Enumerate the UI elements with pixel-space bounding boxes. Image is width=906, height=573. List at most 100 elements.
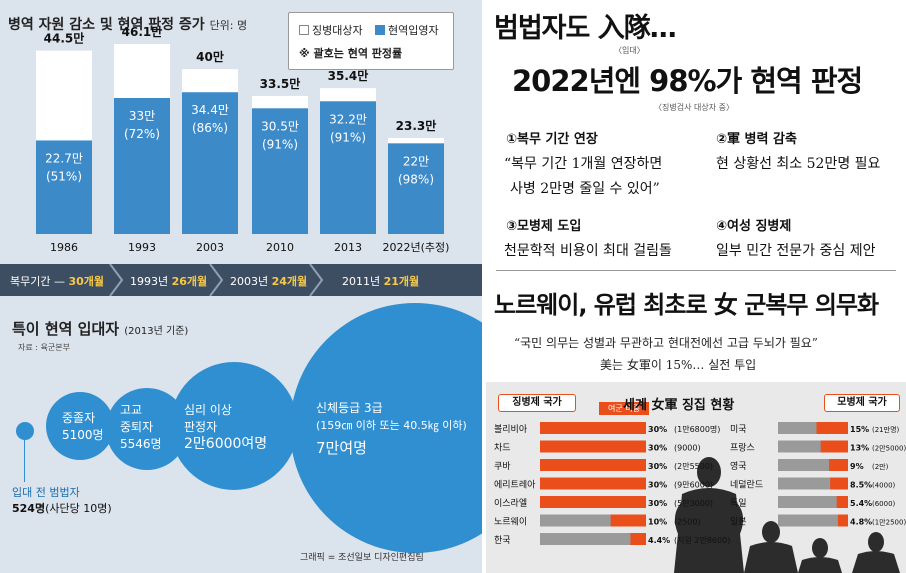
bubble-middle-school [46, 392, 114, 460]
label-total-2013: 35.4만 [328, 68, 369, 83]
category-쿠바: 쿠바 [494, 461, 511, 472]
x-tick-1993: 1993 [128, 241, 156, 254]
timeline-value: 21개월 [383, 275, 420, 288]
label-total-1993: 46.1만 [122, 24, 163, 39]
value-한국: 4.4% [648, 536, 670, 545]
category-볼리비아: 볼리비아 [494, 424, 528, 435]
bubble-offenders [16, 422, 34, 440]
timeline-item-2: 1993년 26개월 [130, 273, 207, 289]
value-프랑스: 13% [850, 444, 869, 453]
conscription-tag: 징병제 국가 [498, 394, 576, 412]
category-노르웨이: 노르웨이 [494, 516, 527, 528]
value-영국: 9% [850, 462, 864, 471]
headline-1: 범법자도 入隊… [494, 13, 677, 44]
legend-item-enlisted: 현역입영자 [375, 22, 439, 38]
chart-title-text: 병역 자원 감소 및 현역 판정 증가 [8, 17, 205, 33]
label-total-2010: 33.5만 [260, 76, 301, 91]
bubble-title-text: 특이 현역 입대자 [12, 320, 120, 338]
category-일본: 일본 [730, 517, 747, 528]
headline-3: 노르웨이, 유럽 최초로 女 군복무 의무화 [494, 291, 879, 319]
timeline-prefix: 2003년 [230, 275, 272, 288]
bubble-high-dropout-text: 고교 중퇴자 5546명 [120, 402, 162, 453]
bubble-psych [170, 362, 298, 490]
count-프랑스: (2만5000) [872, 444, 906, 453]
x-tick-2013: 2013 [334, 241, 362, 254]
category-프랑스: 프랑스 [730, 442, 755, 454]
bubble-section-title: 특이 현역 입대자 (2013년 기준) [12, 318, 188, 339]
category-영국: 영국 [730, 461, 747, 472]
category-한국: 한국 [494, 535, 511, 546]
bar-이스라엘 [540, 496, 646, 508]
bar-chart: 44.5만 22.7만 (51%) 1986 46.1만 33만 (72%) 1993 40만 3… [36, 24, 450, 254]
label-rate-2010: (91%) [262, 137, 298, 151]
legend-item-subject: 징병대상자 [299, 22, 363, 38]
bubble-value: 2만6000여명 [184, 436, 268, 452]
count-차드: (9000) [674, 444, 701, 453]
label-total-2003: 40만 [196, 49, 224, 64]
bar-일본 [837, 514, 848, 527]
bar-볼리비아 [540, 422, 646, 434]
right-panel: 범법자도 入隊… 〈입대〉 2022년엔 98%가 현역 판정 〈징병검사 대상… [486, 0, 906, 573]
timeline-prefix: 1993년 [130, 275, 172, 288]
category-독일: 독일 [730, 498, 747, 509]
label-rate-1986: (51%) [46, 169, 82, 183]
women-military-chart: 볼리비아 30% (1만6800명) 차드 30% (9000) 쿠바 30% (2만5500)… [494, 422, 906, 546]
timeline-chevrons [109, 264, 324, 296]
point-2-heading: ②軍 병력 감축 [716, 132, 797, 147]
value-노르웨이: 10% [648, 518, 667, 527]
bar-차드 [540, 440, 646, 453]
label-rate-2013: (91%) [330, 130, 366, 144]
service-timeline: 복무기간 — 30개월 1993년 26개월 2003년 24개월 2011년 … [0, 264, 482, 296]
bubble-label: 고교 [120, 403, 143, 417]
bar-한국 [630, 533, 646, 545]
bar-bg-일본 [778, 514, 848, 527]
chart-title: 병역 자원 감소 및 현역 판정 증가 단위: 명 [8, 14, 247, 34]
bubble-label: 심리 이상 [184, 403, 232, 417]
bubble-value: 7만여명 [316, 439, 367, 457]
chart-legend: 징병대상자 현역입영자 ※ 괄호는 현역 판정률 [288, 12, 454, 70]
section-divider [496, 270, 896, 271]
bar-네덜란드 [830, 477, 848, 490]
value-차드: 30% [648, 444, 667, 453]
bubble-middle-school-text: 중졸자 5100명 [62, 410, 104, 444]
bubble-physical-text: 신체등급 3급 (159㎝ 이하 또는 40.5㎏ 이하) 7만여명 [316, 400, 467, 457]
timeline-value: 26개월 [171, 275, 208, 288]
bubble-value: 5546명 [120, 437, 162, 451]
legend-note: ※ 괄호는 현역 판정률 [299, 47, 403, 60]
value-에리트레아: 30% [648, 481, 667, 490]
count-미국: (21만명) [872, 425, 900, 434]
category-에리트레아: 에리트레아 [494, 480, 536, 491]
bubble-offenders-connector [24, 440, 25, 482]
bubble-label: 중졸자 [62, 411, 96, 425]
bar-쿠바 [540, 459, 646, 471]
x-tick-2022년(추정): 2022년(추정) [383, 241, 450, 254]
count-쿠바: (2만5500) [674, 462, 713, 471]
left-panel: 병역 자원 감소 및 현역 판정 증가 단위: 명 징병대상자 현역입영자 ※ … [0, 0, 482, 573]
bar-프랑스 [820, 440, 848, 453]
value-볼리비아: 30% [648, 425, 667, 434]
label-rate-2022년(추정): (98%) [398, 172, 434, 186]
bar-enlisted-2013 [320, 101, 376, 234]
bar-독일 [836, 496, 848, 508]
label-enlisted-1986: 22.7만 [45, 151, 83, 165]
headline-2: 2022년엔 98%가 현역 판정 [512, 64, 863, 98]
legend-enlisted-label: 현역입영자 [388, 24, 439, 37]
bubble-psych-text: 심리 이상 판정자 2만6000여명 [184, 402, 267, 453]
timeline-value: 30개월 [68, 275, 105, 288]
bar-enlisted-2010 [252, 108, 308, 234]
value-독일: 5.4% [850, 499, 872, 508]
timeline-value: 24개월 [271, 275, 308, 288]
bar-노르웨이 [610, 514, 646, 527]
point-2-body: 현 상황선 최소 52만명 필요 [716, 156, 881, 172]
label-rate-2003: (86%) [192, 121, 228, 135]
bar-enlisted-2003 [182, 92, 238, 235]
label-enlisted-1993: 33만 [129, 109, 155, 123]
ratio-tag: 여군 비중 [599, 402, 649, 415]
point-4-heading: ④여성 징병제 [716, 219, 792, 234]
label-rate-1993: (72%) [124, 127, 160, 141]
count-독일: (6000) [872, 500, 896, 508]
count-네덜란드: (4000) [872, 482, 896, 490]
label-enlisted-2010: 30.5만 [261, 119, 299, 133]
count-볼리비아: (1만6800명) [674, 424, 720, 434]
label-enlisted-2022년(추정): 22만 [403, 154, 429, 168]
